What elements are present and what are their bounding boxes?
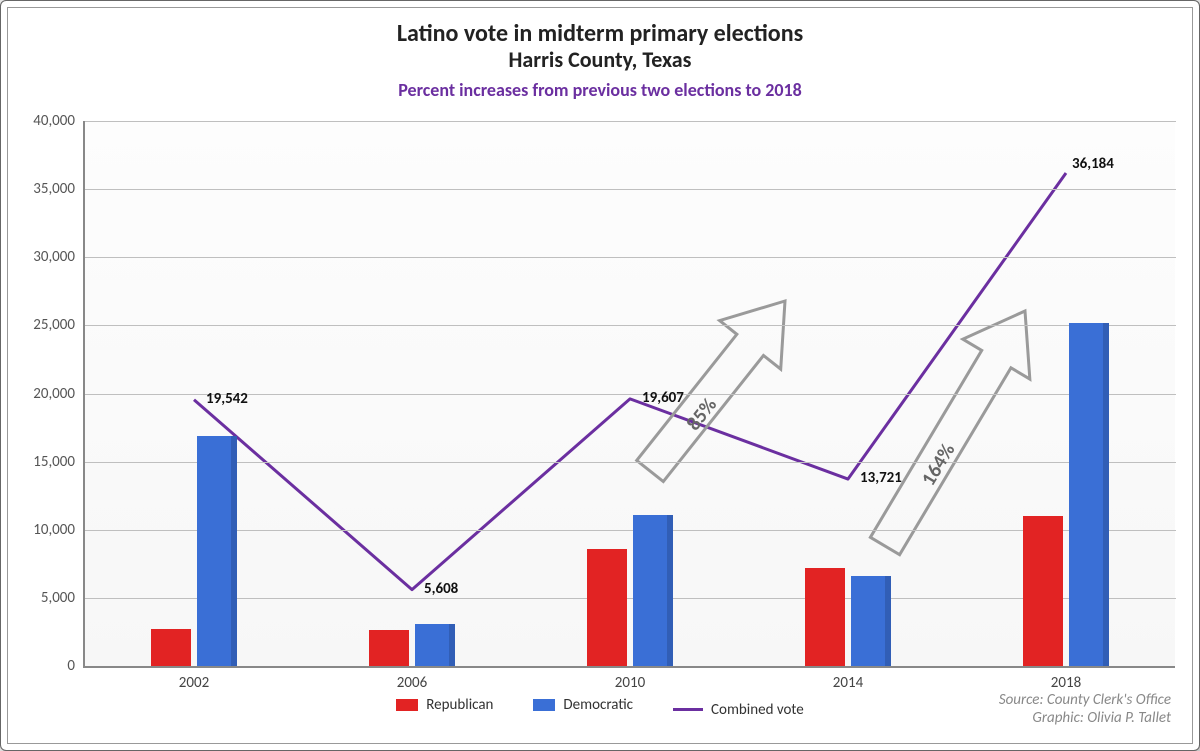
legend-item: Democratic — [533, 696, 633, 714]
gridline — [85, 189, 1176, 190]
y-axis-label: 25,000 — [33, 316, 85, 334]
combined-label: 19,542 — [206, 390, 248, 408]
y-axis-label: 15,000 — [33, 453, 85, 471]
x-axis-label: 2002 — [179, 666, 209, 692]
legend-label: Democratic — [563, 696, 633, 714]
x-axis-label: 2014 — [833, 666, 863, 692]
y-axis-label: 20,000 — [33, 385, 85, 403]
chart-frame: Latino vote in midterm primary elections… — [0, 0, 1200, 751]
gridline — [85, 462, 1176, 463]
gridline — [85, 394, 1176, 395]
bar-republican — [151, 629, 191, 666]
combined-label: 19,607 — [642, 389, 684, 407]
legend-swatch — [396, 699, 418, 711]
combined-label: 36,184 — [1072, 155, 1114, 173]
bar-democratic — [1069, 323, 1109, 666]
legend-line — [673, 708, 703, 711]
legend-item: Republican — [396, 696, 493, 714]
y-axis-label: 35,000 — [33, 180, 85, 198]
legend-label: Combined vote — [711, 701, 804, 719]
credit-graphic: Graphic: Olivia P. Tallet — [999, 709, 1171, 728]
titles: Latino vote in midterm primary elections… — [1, 19, 1199, 101]
legend-label: Republican — [426, 696, 493, 714]
legend-item: Combined vote — [673, 701, 804, 719]
credits: Source: County Clerk's Office Graphic: O… — [999, 691, 1171, 729]
bar-democratic — [851, 576, 891, 666]
chart-title-1: Latino vote in midterm primary elections — [1, 19, 1199, 48]
gridline — [85, 598, 1176, 599]
x-axis-label: 2006 — [397, 666, 427, 692]
bar-democratic — [415, 624, 455, 666]
bar-republican — [587, 549, 627, 666]
legend-swatch — [533, 699, 555, 711]
gridline — [85, 325, 1176, 326]
bar-republican — [1023, 516, 1063, 666]
combined-label: 5,608 — [424, 580, 458, 598]
y-axis-label: 10,000 — [33, 521, 85, 539]
gridline — [85, 121, 1176, 122]
x-axis-label: 2010 — [615, 666, 645, 692]
chart-title-2: Harris County, Texas — [1, 46, 1199, 73]
y-axis-label: 0 — [67, 657, 85, 675]
combined-label: 13,721 — [860, 469, 902, 487]
bar-republican — [369, 630, 409, 666]
chart-subtitle: Percent increases from previous two elec… — [1, 79, 1199, 101]
x-axis-label: 2018 — [1051, 666, 1081, 692]
gridline — [85, 257, 1176, 258]
bar-democratic — [633, 515, 673, 666]
bar-democratic — [197, 436, 237, 666]
credit-source: Source: County Clerk's Office — [999, 691, 1171, 710]
bar-republican — [805, 568, 845, 666]
y-axis-label: 40,000 — [33, 112, 85, 130]
plot-area: 05,00010,00015,00020,00025,00030,00035,0… — [83, 121, 1175, 668]
gridline — [85, 530, 1176, 531]
y-axis-label: 5,000 — [41, 589, 85, 607]
y-axis-label: 30,000 — [33, 248, 85, 266]
